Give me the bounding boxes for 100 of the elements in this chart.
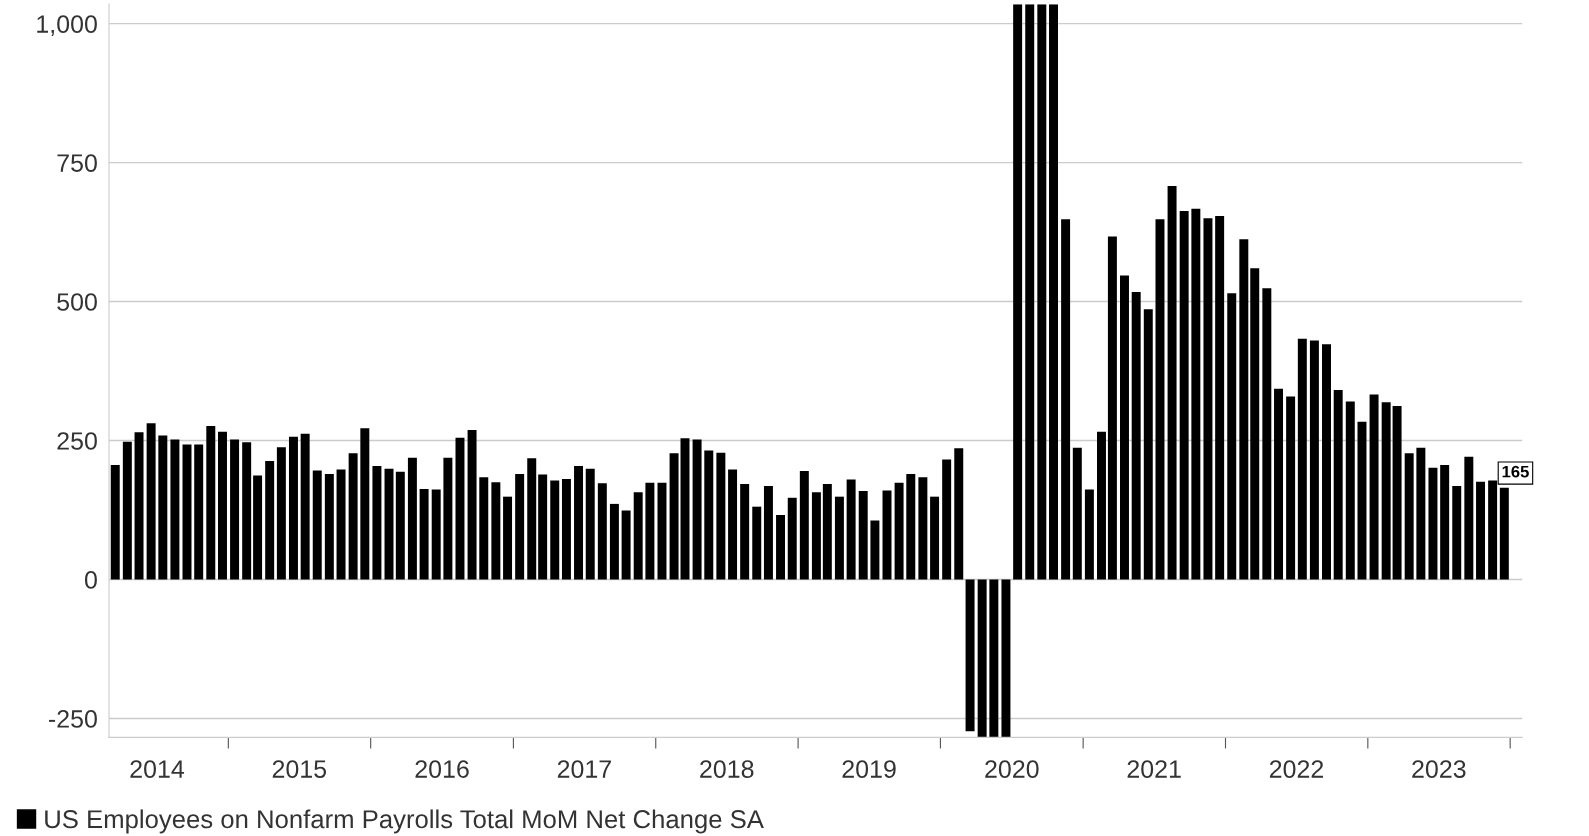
bar — [633, 492, 643, 580]
bar — [300, 433, 310, 580]
bar — [194, 444, 204, 580]
x-tick-label: 2019 — [842, 760, 896, 778]
bar — [122, 441, 132, 580]
bar — [1084, 489, 1094, 580]
bar — [894, 482, 904, 580]
bar — [242, 442, 252, 580]
bar — [597, 483, 607, 580]
bar — [1440, 464, 1450, 580]
bar — [740, 483, 750, 580]
x-tick-label: 2014 — [130, 760, 185, 778]
bar — [1037, 4, 1047, 580]
bar — [585, 468, 595, 580]
bar — [1452, 486, 1462, 580]
y-tick-label: 250 — [57, 432, 97, 450]
bar — [906, 473, 916, 580]
bar — [1072, 447, 1082, 580]
bar — [1416, 447, 1426, 580]
bar — [1013, 4, 1023, 580]
x-tick-label: 2015 — [272, 760, 327, 778]
bar — [1155, 219, 1165, 580]
bar — [1239, 239, 1249, 580]
y-tick-label: 750 — [57, 154, 97, 172]
bar — [1143, 309, 1153, 580]
bar — [134, 432, 144, 580]
bar — [479, 477, 489, 580]
bar — [336, 469, 346, 580]
bar — [1333, 389, 1343, 580]
bar — [276, 447, 286, 580]
bar — [977, 579, 987, 738]
bar — [503, 496, 513, 580]
bar — [930, 496, 940, 580]
bar — [146, 423, 156, 580]
bar — [621, 510, 631, 580]
bar — [158, 435, 168, 580]
bar — [467, 429, 477, 580]
bar — [1250, 268, 1260, 580]
bar — [776, 515, 786, 580]
x-tick-label: 2021 — [1127, 760, 1181, 778]
bar — [870, 520, 880, 580]
bar — [372, 466, 382, 580]
bar — [1191, 208, 1201, 580]
bar — [787, 497, 797, 580]
bar — [834, 496, 844, 580]
bar — [265, 461, 275, 580]
bar — [645, 482, 655, 580]
bar — [515, 473, 525, 580]
bar — [538, 474, 548, 580]
bar — [407, 457, 417, 580]
legend-label: US Employees on Nonfarm Payrolls Total MoM Net Change SA — [45, 809, 764, 834]
bar — [218, 431, 227, 580]
bar — [288, 436, 298, 580]
bar — [1428, 467, 1438, 580]
bar — [669, 453, 679, 580]
bar — [1322, 344, 1331, 580]
bar — [1097, 431, 1106, 580]
bar — [574, 466, 584, 580]
bar — [1227, 293, 1237, 580]
bar — [1381, 402, 1391, 580]
bar — [360, 428, 370, 580]
bar — [491, 482, 501, 580]
bar — [1179, 210, 1189, 580]
bar — [1049, 4, 1058, 580]
x-tick-label: 2020 — [985, 760, 1039, 778]
bar — [763, 486, 773, 580]
bar — [1107, 236, 1117, 580]
bar — [1499, 487, 1509, 580]
bar — [1404, 453, 1414, 580]
bar — [692, 439, 702, 580]
bar — [1061, 219, 1071, 580]
bar — [1120, 275, 1129, 580]
bar — [799, 471, 809, 580]
bar — [443, 457, 453, 580]
x-tick-label: 2023 — [1412, 760, 1466, 778]
bar — [170, 439, 180, 580]
bar — [609, 503, 619, 580]
bar — [752, 506, 762, 580]
x-tick-label: 2017 — [557, 760, 611, 778]
bar — [419, 488, 429, 580]
bar — [1369, 394, 1379, 580]
bar — [395, 471, 405, 580]
y-tick-label: 500 — [57, 293, 97, 311]
bar — [561, 478, 571, 580]
bar — [846, 479, 856, 580]
bar — [954, 448, 964, 580]
bar — [1167, 185, 1177, 580]
bar — [1274, 388, 1284, 580]
bar — [1203, 218, 1213, 580]
x-tick-label: 2022 — [1269, 760, 1324, 778]
y-tick-label: 0 — [84, 571, 97, 589]
bar — [704, 450, 714, 580]
bar — [1464, 456, 1474, 580]
bar — [1345, 401, 1355, 580]
bar — [716, 452, 726, 580]
data-label: 165 — [1502, 465, 1529, 478]
bar — [858, 491, 868, 580]
bar — [324, 473, 334, 580]
bar — [348, 453, 358, 580]
bar — [1476, 481, 1486, 580]
